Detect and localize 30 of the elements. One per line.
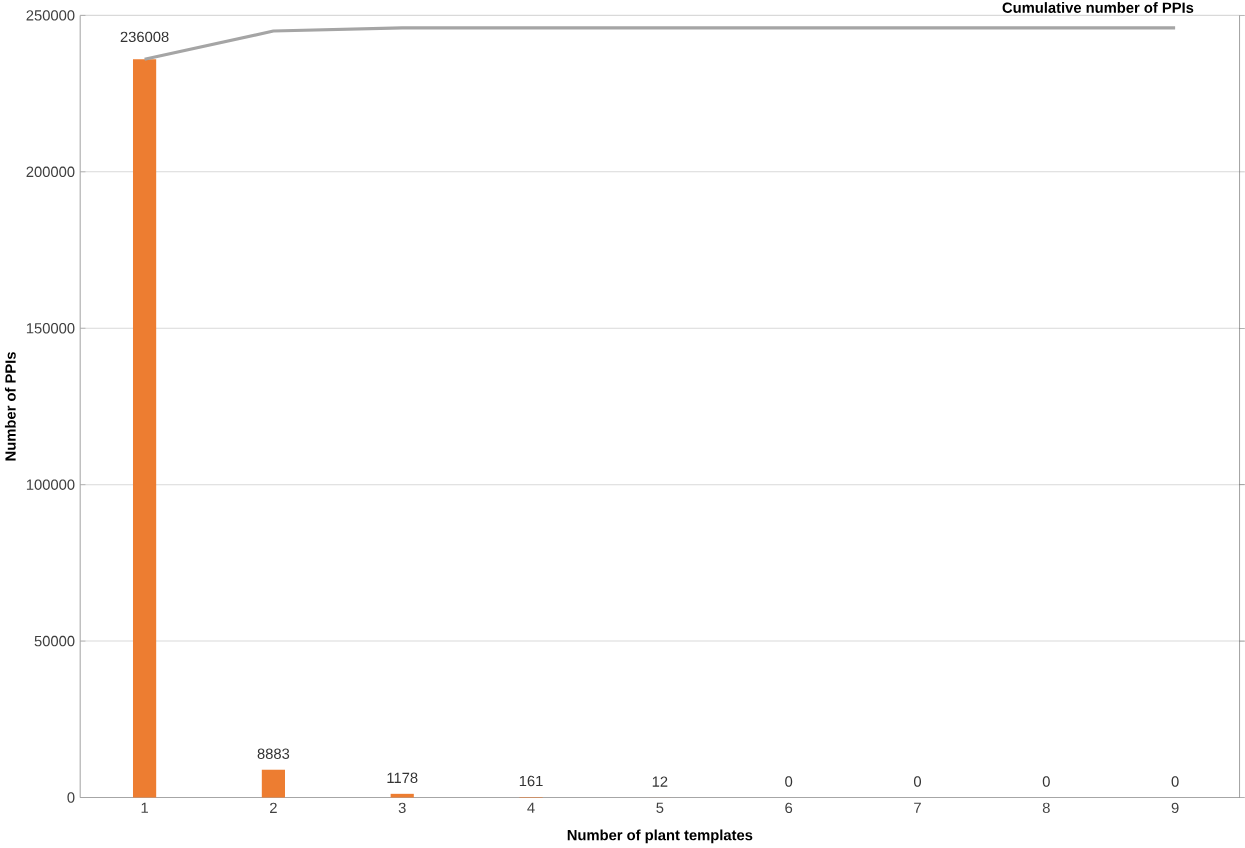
- y-tick-label: 50000: [34, 635, 75, 647]
- y-tick-label: 250000: [26, 10, 75, 21]
- data-label: 236008: [120, 31, 169, 43]
- bar: [261, 769, 285, 798]
- data-label: 0: [1171, 776, 1179, 787]
- data-label: 1178: [387, 772, 418, 784]
- y-tick-label: 100000: [26, 479, 75, 490]
- y-tick-label: 200000: [26, 166, 75, 177]
- x-tick-label: 6: [785, 802, 793, 814]
- data-label: 12: [652, 776, 668, 787]
- data-label: 0: [1042, 776, 1050, 787]
- data-label: 0: [913, 776, 922, 787]
- data-label: 0: [785, 776, 793, 787]
- data-label: 8883: [257, 748, 290, 759]
- x-axis-title: Number of plant templates: [567, 829, 753, 844]
- bar: [132, 59, 157, 798]
- x-tick-label: 3: [398, 802, 406, 814]
- y-tick-label: 150000: [26, 322, 75, 334]
- x-tick-label: 2: [270, 802, 277, 813]
- x-tick-label: 7: [914, 802, 921, 813]
- y-axis-title: Number of PPIs: [4, 352, 16, 461]
- x-tick-label: 1: [141, 802, 148, 813]
- x-tick-label: 5: [656, 802, 664, 813]
- bar: [390, 793, 414, 798]
- data-label: 161: [519, 775, 543, 787]
- y-tick-label: 0: [67, 792, 75, 803]
- x-tick-label: 4: [527, 802, 535, 813]
- series-label: Cumulative number of PPIs: [1002, 2, 1194, 13]
- x-tick-label: 9: [1171, 802, 1179, 814]
- x-tick-label: 8: [1042, 802, 1050, 814]
